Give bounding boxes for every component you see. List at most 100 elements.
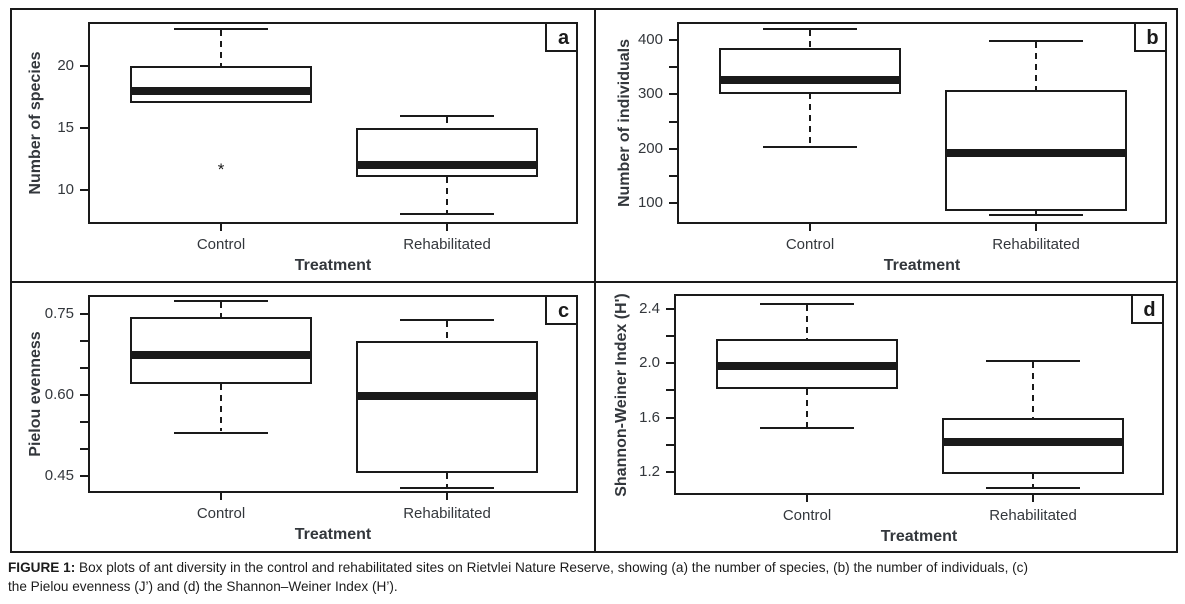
y-tick-label: 2.0 [639, 354, 660, 371]
y-tick-label: 20 [57, 57, 74, 74]
panel-letter-box: b [1134, 22, 1167, 52]
panel-b: Number of individuals 100 200 300 400 Control… [597, 10, 1176, 282]
figure: Number of species 10 15 20 * Control Rehabilit… [10, 8, 1178, 553]
y-tick [80, 394, 88, 396]
median-line [358, 161, 536, 169]
whisker-line [446, 321, 448, 342]
panel-letter: b [1146, 27, 1159, 49]
whisker-cap [986, 360, 1080, 362]
y-axis-label: Shannon-Weiner Index (H') [613, 293, 630, 497]
x-tick [1035, 224, 1037, 231]
x-tick [806, 495, 808, 502]
whisker-line [220, 302, 222, 317]
whisker-cap [400, 487, 494, 489]
y-minor-tick [80, 421, 88, 423]
whisker-line [446, 473, 448, 487]
y-tick-label: 400 [637, 31, 663, 48]
plot-area [88, 295, 578, 493]
y-tick-label: 0.45 [44, 467, 74, 484]
y-minor-tick [666, 335, 674, 337]
y-tick-label: 100 [637, 194, 663, 211]
y-tick [666, 308, 674, 310]
plot-area [674, 294, 1164, 495]
whisker-line [1035, 211, 1037, 214]
panel-letter: a [557, 27, 570, 49]
y-tick-label: 10 [57, 181, 74, 198]
y-tick [80, 475, 88, 477]
y-minor-tick [80, 367, 88, 369]
y-tick [669, 39, 677, 41]
x-tick [446, 224, 448, 231]
category-label: Rehabilitated [992, 236, 1080, 253]
box [942, 418, 1124, 474]
x-tick [220, 493, 222, 500]
y-tick [669, 202, 677, 204]
median-line [358, 392, 536, 400]
panel-letter: c [557, 300, 570, 322]
y-tick-label: 15 [57, 119, 74, 136]
y-tick [666, 417, 674, 419]
median-line [718, 362, 896, 370]
whisker-line [1032, 362, 1034, 418]
y-tick-label: 1.6 [639, 409, 660, 426]
box [356, 341, 538, 473]
whisker-line [1035, 42, 1037, 90]
divider-horizontal [12, 281, 1176, 283]
whisker-cap [174, 28, 268, 30]
x-tick [220, 224, 222, 231]
y-tick [669, 148, 677, 150]
whisker-cap [174, 300, 268, 302]
caption-line-1: FIGURE 1: Box plots of ant diversity in … [8, 558, 1180, 577]
box [130, 66, 312, 103]
median-line [721, 76, 899, 84]
y-tick [80, 189, 88, 191]
y-minor-tick [666, 389, 674, 391]
panel-d: Shannon-Weiner Index (H') 1.2 1.6 2.0 2.4 Con… [597, 284, 1176, 551]
y-minor-tick [669, 121, 677, 123]
caption-label: FIGURE 1: [8, 560, 76, 575]
panel-letter-box: d [1131, 294, 1164, 324]
whisker-cap [989, 214, 1083, 216]
category-label: Rehabilitated [989, 507, 1077, 524]
median-line [132, 351, 310, 359]
y-tick-label: 300 [637, 85, 663, 102]
plot-area [677, 22, 1167, 224]
x-axis-label: Treatment [883, 257, 961, 274]
median-line [132, 87, 310, 95]
whisker-cap [986, 487, 1080, 489]
whisker-cap [400, 319, 494, 321]
category-label: Rehabilitated [403, 505, 491, 522]
x-axis-label: Treatment [294, 526, 372, 543]
whisker-line [220, 30, 222, 66]
y-tick [666, 362, 674, 364]
whisker-line [806, 305, 808, 339]
y-minor-tick [80, 448, 88, 450]
whisker-line [809, 93, 811, 146]
y-tick-label: 0.75 [44, 305, 74, 322]
x-axis-label: Treatment [880, 528, 958, 545]
plot-area [88, 22, 578, 224]
whisker-cap [174, 432, 268, 434]
caption-text-1: Box plots of ant diversity in the contro… [79, 560, 1029, 575]
median-line [944, 438, 1122, 446]
y-tick [80, 65, 88, 67]
category-label: Control [785, 236, 835, 253]
median-line [947, 149, 1125, 157]
whisker-line [446, 117, 448, 128]
whisker-cap [763, 146, 857, 148]
whisker-line [220, 384, 222, 431]
y-minor-tick [669, 66, 677, 68]
y-minor-tick [80, 340, 88, 342]
panel-a: Number of species 10 15 20 * Control Rehabilit… [12, 10, 595, 282]
whisker-cap [760, 303, 854, 305]
category-label: Rehabilitated [403, 236, 491, 253]
x-tick [809, 224, 811, 231]
box [356, 128, 538, 177]
outlier-marker: * [217, 160, 225, 179]
divider-vertical [594, 10, 596, 551]
box [719, 48, 901, 94]
x-axis-label: Treatment [294, 257, 372, 274]
whisker-cap [400, 213, 494, 215]
y-tick-label: 1.2 [639, 463, 660, 480]
y-tick [666, 471, 674, 473]
